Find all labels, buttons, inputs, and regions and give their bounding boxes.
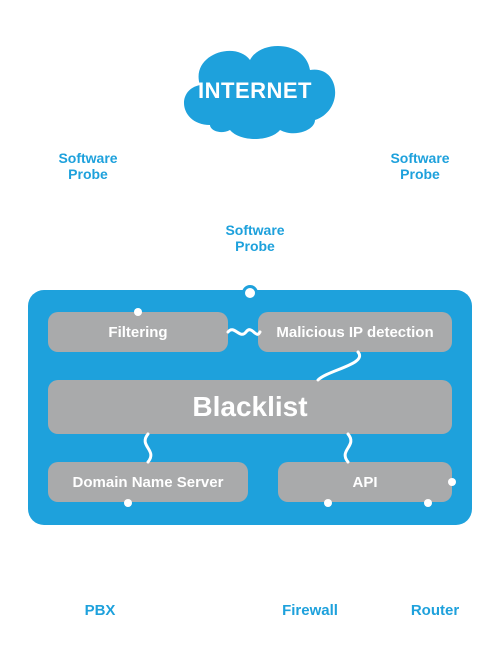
probe-label-right-line2: Probe [400,166,440,182]
cloud-label: INTERNET [165,78,345,104]
probe-label-center-line2: Probe [235,238,275,254]
box-dns-label: Domain Name Server [73,474,224,491]
box-filtering-label: Filtering [108,324,167,341]
box-blacklist-label: Blacklist [192,391,307,423]
box-blacklist: Blacklist [48,380,452,434]
main-module-box: Filtering Malicious IP detection Blackli… [28,290,472,525]
box-api-label: API [352,474,377,491]
box-filtering: Filtering [48,312,228,352]
probe-label-right-line1: Software [390,150,449,166]
box-api: API [278,462,452,502]
bottom-label-pbx: PBX [70,602,130,619]
probe-label-left-line2: Probe [68,166,108,182]
bottom-label-router: Router [400,602,470,619]
box-malicious-label: Malicious IP detection [276,324,433,341]
cloud-node-internet: INTERNET [165,30,345,140]
probe-label-center-line1: Software [225,222,284,238]
box-malicious-ip-detection: Malicious IP detection [258,312,452,352]
probe-label-right: Software Probe [380,150,460,182]
bottom-label-firewall: Firewall [270,602,350,619]
probe-label-left-line1: Software [58,150,117,166]
probe-label-center: Software Probe [215,222,295,254]
box-domain-name-server: Domain Name Server [48,462,248,502]
diagram-canvas: INTERNET Software Probe Software Probe S… [0,0,500,650]
top-connector-nub [242,285,258,301]
probe-label-left: Software Probe [48,150,128,182]
